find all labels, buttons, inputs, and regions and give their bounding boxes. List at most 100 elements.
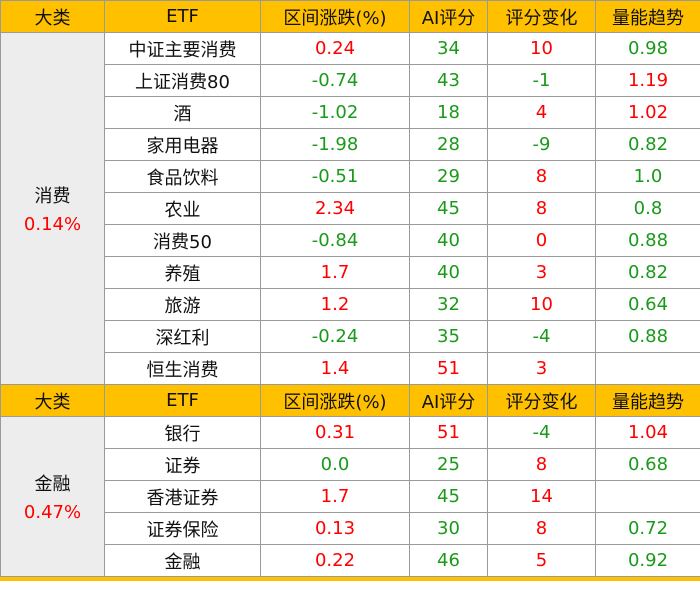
table-row: 旅游 1.2 32 10 0.64 <box>1 288 700 321</box>
category-cell: 金融 0.47% <box>0 416 105 577</box>
volume-trend-cell: 0.68 <box>595 448 700 481</box>
etf-name-cell: 农业 <box>104 192 261 225</box>
score-change-cell: 3 <box>487 256 596 289</box>
range-change-cell: -0.24 <box>260 320 410 353</box>
table-row: 食品饮料 -0.51 29 8 1.0 <box>1 160 700 193</box>
volume-trend-cell: 0.82 <box>595 256 700 289</box>
ai-score-cell: 43 <box>409 64 488 97</box>
header-volume-trend: 量能趋势 <box>595 384 700 417</box>
ai-score-cell: 34 <box>409 32 488 65</box>
volume-trend-cell: 0.98 <box>595 32 700 65</box>
score-change-cell: 14 <box>487 480 596 513</box>
etf-name-cell: 深红利 <box>104 320 261 353</box>
range-change-cell: 0.31 <box>260 416 410 449</box>
header-volume-trend: 量能趋势 <box>595 0 700 33</box>
header-score-change: 评分变化 <box>487 0 596 33</box>
ai-score-cell: 35 <box>409 320 488 353</box>
volume-trend-cell: 0.88 <box>595 224 700 257</box>
table-row: 消费 0.14% 中证主要消费 0.24 34 10 0.98 <box>0 32 700 385</box>
header-etf: ETF <box>104 384 261 417</box>
ai-score-cell: 40 <box>409 224 488 257</box>
table-row: 上证消费80 -0.74 43 -1 1.19 <box>1 64 700 97</box>
range-change-cell: -1.98 <box>260 128 410 161</box>
etf-name-cell: 中证主要消费 <box>104 32 261 65</box>
table-row: 酒 -1.02 18 4 1.02 <box>1 96 700 129</box>
score-change-cell: 3 <box>487 352 596 385</box>
table-row: 消费50 -0.84 40 0 0.88 <box>1 224 700 257</box>
score-change-cell: 8 <box>487 512 596 545</box>
ai-score-cell: 29 <box>409 160 488 193</box>
volume-trend-cell: 1.19 <box>595 64 700 97</box>
range-change-cell: -0.74 <box>260 64 410 97</box>
range-change-cell: -0.51 <box>260 160 410 193</box>
score-change-cell: -4 <box>487 416 596 449</box>
ai-score-cell: 45 <box>409 480 488 513</box>
range-change-cell: 1.7 <box>260 480 410 513</box>
range-change-cell: 0.13 <box>260 512 410 545</box>
ai-score-cell: 51 <box>409 352 488 385</box>
range-change-cell: 0.24 <box>260 32 410 65</box>
header-range-change: 区间涨跌(%) <box>260 384 410 417</box>
ai-score-cell: 45 <box>409 192 488 225</box>
etf-name-cell: 证券保险 <box>104 512 261 545</box>
table-row: 养殖 1.7 40 3 0.82 <box>1 256 700 289</box>
volume-trend-cell: 1.02 <box>595 96 700 129</box>
ai-score-cell: 28 <box>409 128 488 161</box>
score-change-cell: 8 <box>487 160 596 193</box>
category-cell: 消费 0.14% <box>0 32 105 385</box>
ai-score-cell: 30 <box>409 512 488 545</box>
bottom-header-strip <box>0 577 700 581</box>
header-row: 大类 ETF 区间涨跌(%) AI评分 评分变化 量能趋势 <box>0 384 700 417</box>
header-category: 大类 <box>0 384 105 417</box>
score-change-cell: -4 <box>487 320 596 353</box>
score-change-cell: 0 <box>487 224 596 257</box>
range-change-cell: 2.34 <box>260 192 410 225</box>
table-row: 证券保险 0.13 30 8 0.72 <box>1 512 700 545</box>
header-score-change: 评分变化 <box>487 384 596 417</box>
header-etf: ETF <box>104 0 261 33</box>
volume-trend-cell <box>595 480 700 513</box>
range-change-cell: 1.2 <box>260 288 410 321</box>
category-change: 0.47% <box>23 502 82 523</box>
table-row: 香港证券 1.7 45 14 <box>1 480 700 513</box>
score-change-cell: -1 <box>487 64 596 97</box>
etf-name-cell: 金融 <box>104 544 261 577</box>
table-row: 恒生消费 1.4 51 3 <box>1 352 700 385</box>
range-change-cell: 1.7 <box>260 256 410 289</box>
etf-name-cell: 证券 <box>104 448 261 481</box>
volume-trend-cell: 0.72 <box>595 512 700 545</box>
table-row: 家用电器 -1.98 28 -9 0.82 <box>1 128 700 161</box>
range-change-cell: 1.4 <box>260 352 410 385</box>
etf-name-cell: 养殖 <box>104 256 261 289</box>
score-change-cell: 8 <box>487 192 596 225</box>
etf-name-cell: 上证消费80 <box>104 64 261 97</box>
volume-trend-cell: 1.0 <box>595 160 700 193</box>
volume-trend-cell: 0.8 <box>595 192 700 225</box>
etf-name-cell: 消费50 <box>104 224 261 257</box>
etf-name-cell: 香港证券 <box>104 480 261 513</box>
header-range-change: 区间涨跌(%) <box>260 0 410 33</box>
etf-name-cell: 旅游 <box>104 288 261 321</box>
table-row: 农业 2.34 45 8 0.8 <box>1 192 700 225</box>
ai-score-cell: 51 <box>409 416 488 449</box>
header-row: 大类 ETF 区间涨跌(%) AI评分 评分变化 量能趋势 <box>0 0 700 33</box>
volume-trend-cell: 0.82 <box>595 128 700 161</box>
ai-score-cell: 18 <box>409 96 488 129</box>
ai-score-cell: 40 <box>409 256 488 289</box>
range-change-cell: -1.02 <box>260 96 410 129</box>
score-change-cell: 10 <box>487 288 596 321</box>
etf-name-cell: 家用电器 <box>104 128 261 161</box>
score-change-cell: 5 <box>487 544 596 577</box>
volume-trend-cell: 0.64 <box>595 288 700 321</box>
score-change-cell: 8 <box>487 448 596 481</box>
ai-score-cell: 25 <box>409 448 488 481</box>
score-change-cell: -9 <box>487 128 596 161</box>
volume-trend-cell: 1.04 <box>595 416 700 449</box>
volume-trend-cell: 0.88 <box>595 320 700 353</box>
etf-name-cell: 食品饮料 <box>104 160 261 193</box>
score-change-cell: 10 <box>487 32 596 65</box>
table-row: 金融 0.22 46 5 0.92 <box>1 544 700 577</box>
header-ai-score: AI评分 <box>409 0 488 33</box>
header-category: 大类 <box>0 0 105 33</box>
category-name: 消费 <box>34 186 71 207</box>
